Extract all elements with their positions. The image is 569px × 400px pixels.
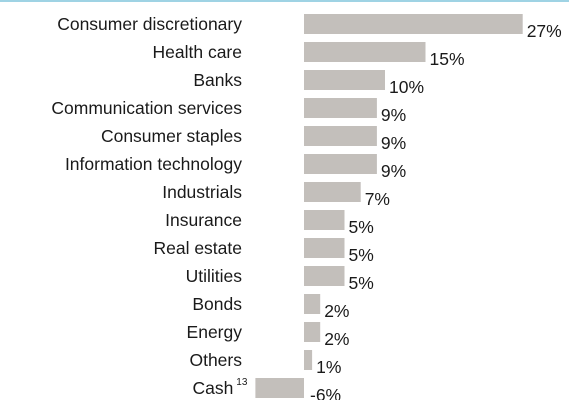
category-label-bonds: Bonds [192, 294, 242, 314]
category-label-others: Others [189, 350, 242, 370]
bar-industrials [304, 182, 361, 202]
category-labels-group: Consumer discretionary Health care Banks Co… [51, 14, 247, 398]
value-label-banks: 10% [389, 77, 424, 97]
bar-others [304, 350, 313, 370]
bar-real-estate [304, 238, 345, 258]
category-label-communication-services: Communication services [51, 98, 242, 118]
bars-group [255, 14, 523, 398]
category-label-insurance: Insurance [165, 210, 242, 230]
bar-health-care [304, 42, 426, 62]
bar-cash [255, 378, 304, 398]
value-label-communication-services: 9% [381, 105, 406, 125]
value-label-industrials: 7% [365, 189, 390, 209]
bar-information-technology [304, 154, 377, 174]
category-label-industrials: Industrials [162, 182, 242, 202]
category-label-utilities: Utilities [186, 266, 243, 286]
value-label-health-care: 15% [430, 49, 465, 69]
category-label-information-technology: Information technology [65, 154, 242, 174]
category-label-health-care: Health care [153, 42, 243, 62]
bar-insurance [304, 210, 345, 230]
value-label-consumer-discretionary: 27% [527, 21, 562, 41]
category-label-consumer-discretionary: Consumer discretionary [57, 14, 242, 34]
bar-consumer-staples [304, 126, 377, 146]
value-label-consumer-staples: 9% [381, 133, 406, 153]
value-label-cash: -6% [310, 385, 341, 400]
value-label-utilities: 5% [349, 273, 374, 293]
bar-banks [304, 70, 385, 90]
bar-consumer-discretionary [304, 14, 523, 34]
category-label-real-estate: Real estate [153, 238, 242, 258]
value-label-bonds: 2% [324, 301, 349, 321]
category-label-consumer-staples: Consumer staples [101, 126, 242, 146]
value-labels-group: 27%15%10%9%9%9%7%5%5%5%2%2%1%-6% [310, 21, 562, 400]
category-label-cash: Cash [193, 378, 234, 398]
footnote-marker-cash: 13 [236, 377, 248, 388]
category-label-energy: Energy [187, 322, 243, 342]
value-label-energy: 2% [324, 329, 349, 349]
category-label-banks: Banks [193, 70, 242, 90]
value-label-information-technology: 9% [381, 161, 406, 181]
bar-utilities [304, 266, 345, 286]
bar-bonds [304, 294, 321, 314]
value-label-others: 1% [316, 357, 341, 377]
bar-communication-services [304, 98, 377, 118]
value-label-real-estate: 5% [349, 245, 374, 265]
bar-energy [304, 322, 321, 342]
value-label-insurance: 5% [349, 217, 374, 237]
